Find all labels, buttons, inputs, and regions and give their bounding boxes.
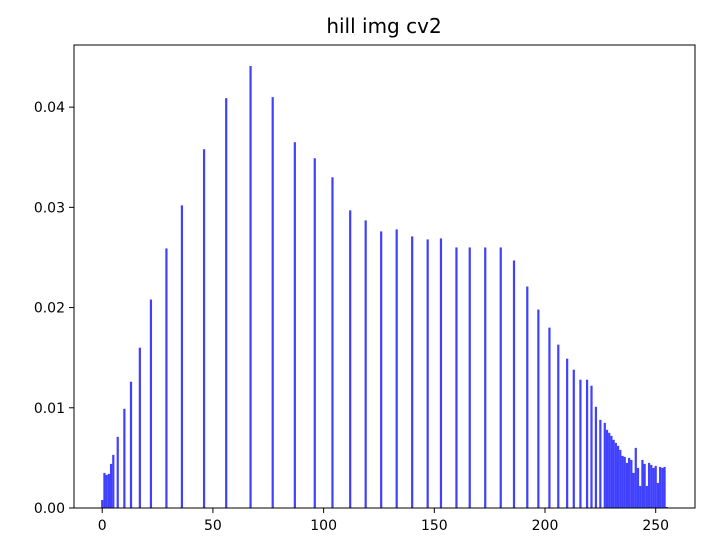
histogram-bar bbox=[112, 454, 115, 508]
histogram-bar bbox=[647, 462, 651, 508]
histogram-bar bbox=[594, 406, 598, 508]
histogram-bar bbox=[123, 408, 126, 508]
histogram-bar bbox=[364, 220, 367, 508]
x-tick-label: 100 bbox=[310, 518, 337, 534]
histogram-bar bbox=[149, 299, 153, 508]
x-tick-label: 200 bbox=[532, 518, 559, 534]
histogram-bar bbox=[439, 238, 443, 508]
histogram-bar bbox=[599, 419, 602, 508]
histogram-bar bbox=[202, 149, 206, 509]
histogram-bar bbox=[661, 467, 664, 508]
histogram-bar bbox=[526, 286, 529, 508]
histogram-bar bbox=[138, 347, 141, 508]
histogram-bar bbox=[426, 239, 429, 508]
x-tick-label: 50 bbox=[204, 518, 222, 534]
histogram-bar bbox=[349, 210, 352, 508]
histogram-bar bbox=[665, 506, 668, 508]
bars-group bbox=[101, 66, 668, 509]
y-tick-label: 0.04 bbox=[34, 100, 65, 116]
histogram-bar bbox=[590, 385, 593, 508]
histogram-bar bbox=[614, 442, 617, 508]
histogram-bar bbox=[468, 247, 471, 508]
histogram-bar bbox=[249, 66, 252, 508]
y-tick-label: 0.02 bbox=[34, 301, 65, 317]
y-tick-label: 0.03 bbox=[34, 200, 65, 216]
histogram-bar bbox=[103, 472, 106, 508]
histogram-bar bbox=[380, 231, 383, 509]
histogram-bar bbox=[636, 467, 640, 508]
y-axis: 0.00 0.01 0.02 0.03 0.04 bbox=[34, 100, 74, 517]
histogram-bar bbox=[107, 473, 110, 508]
histogram-bar bbox=[621, 455, 624, 508]
histogram-bar bbox=[643, 463, 646, 508]
histogram-bar bbox=[585, 379, 589, 508]
histogram-bar bbox=[630, 459, 633, 508]
histogram-bar bbox=[484, 247, 487, 508]
histogram-bar bbox=[652, 467, 655, 508]
plot-frame bbox=[73, 44, 696, 509]
histogram-bar bbox=[331, 177, 334, 509]
histogram-bar bbox=[313, 158, 316, 509]
histogram-bar bbox=[656, 482, 660, 508]
histogram-bar bbox=[548, 327, 551, 508]
histogram-bar bbox=[634, 447, 637, 508]
x-tick-label: 150 bbox=[421, 518, 448, 534]
histogram-bar bbox=[663, 466, 666, 508]
x-tick-label: 250 bbox=[642, 518, 669, 534]
histogram-bar bbox=[499, 247, 502, 508]
histogram-bar bbox=[180, 205, 184, 508]
histogram-bar bbox=[605, 429, 609, 508]
histogram-bar bbox=[105, 474, 108, 508]
histogram-bar bbox=[271, 97, 274, 509]
histogram-bar bbox=[395, 229, 398, 509]
x-axis: 0 50 100 150 200 250 bbox=[98, 508, 669, 534]
histogram-bar bbox=[293, 142, 296, 508]
histogram-bar bbox=[610, 435, 613, 508]
histogram-bar bbox=[641, 459, 644, 508]
histogram-bar bbox=[612, 439, 615, 508]
chart-title: hill img cv2 bbox=[326, 14, 441, 38]
y-tick-label: 0.00 bbox=[34, 501, 65, 517]
histogram-bar bbox=[109, 463, 113, 508]
histogram-bar bbox=[411, 236, 414, 508]
histogram-bar bbox=[165, 248, 168, 508]
histogram-bar bbox=[566, 358, 569, 508]
histogram-bar bbox=[608, 432, 611, 508]
histogram-bar bbox=[557, 344, 560, 508]
histogram-bar bbox=[101, 499, 104, 508]
histogram-bar bbox=[579, 379, 582, 508]
histogram-bar bbox=[129, 381, 133, 508]
histogram-bar bbox=[225, 98, 228, 508]
histogram-bar bbox=[455, 247, 458, 508]
y-tick-label: 0.01 bbox=[34, 401, 65, 417]
histogram-bar bbox=[645, 485, 648, 508]
histogram-bar bbox=[572, 369, 575, 508]
histogram-bar bbox=[603, 422, 606, 508]
histogram-bar bbox=[625, 462, 629, 508]
histogram-bar bbox=[650, 464, 653, 508]
histogram-bar bbox=[116, 436, 119, 508]
histogram-bar bbox=[623, 456, 626, 508]
histogram-bar bbox=[537, 309, 540, 508]
x-tick-label: 0 bbox=[98, 518, 107, 534]
histogram-bar bbox=[628, 457, 631, 508]
histogram-bar bbox=[616, 445, 620, 508]
histogram-bar bbox=[654, 465, 657, 508]
histogram-bar bbox=[659, 466, 662, 508]
histogram-bar bbox=[639, 485, 642, 508]
histogram-bar bbox=[512, 260, 516, 508]
histogram-bar bbox=[632, 472, 635, 508]
histogram-bar bbox=[619, 449, 622, 508]
